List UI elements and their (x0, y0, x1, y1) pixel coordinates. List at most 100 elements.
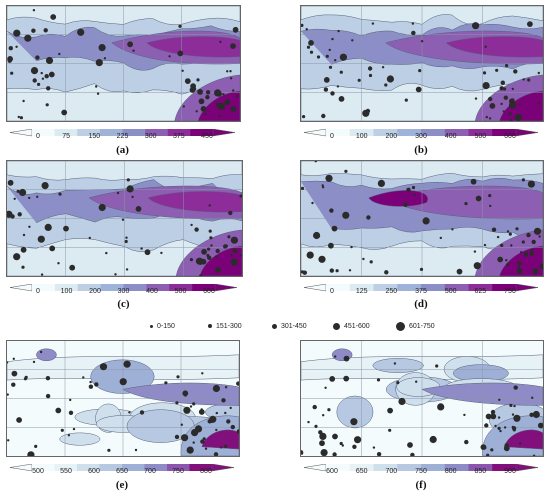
station-dot (384, 83, 388, 87)
station-dot (505, 259, 508, 262)
station-dot (321, 113, 326, 119)
station-dot (474, 97, 478, 100)
station-dot (527, 180, 535, 188)
colorbar-segment (326, 284, 351, 291)
colorbar-tick-label: 500 (174, 288, 187, 295)
station-dot (224, 99, 231, 106)
contour-blotch (59, 432, 101, 446)
station-dot (407, 442, 413, 448)
station-dot (503, 445, 510, 452)
colorbar-high-arrow (211, 463, 235, 472)
colorbar-svg (303, 283, 539, 292)
station-dot (511, 425, 514, 429)
station-dot (57, 262, 60, 265)
station-dot (204, 112, 207, 116)
station-dot (226, 70, 229, 73)
station-dot (114, 273, 117, 276)
station-dot (334, 355, 337, 358)
station-dot (413, 193, 416, 196)
station-dot (177, 50, 184, 57)
station-dot (377, 179, 385, 187)
station-dot (301, 452, 304, 455)
station-dot (32, 9, 36, 12)
station-dot (321, 184, 324, 187)
station-dot (540, 424, 543, 428)
colorbar-segment (326, 464, 351, 471)
colorbar-tick-label: 100 (355, 133, 368, 140)
station-dot (216, 102, 223, 109)
station-dot (513, 414, 521, 422)
station-dot (314, 424, 318, 428)
station-dot (186, 446, 194, 454)
colorbar-tick-label: 600 (203, 288, 215, 295)
station-dot (50, 14, 57, 20)
colorbar-segment (32, 464, 55, 471)
station-dot (28, 225, 31, 228)
station-dot (334, 59, 337, 62)
station-dot (239, 194, 242, 198)
colorbar-segment (192, 284, 216, 291)
colorbar-segment (77, 464, 100, 471)
station-dot (396, 381, 400, 385)
colorbar-segment (397, 129, 422, 136)
colorbar-tick-label: 700 (385, 468, 398, 475)
colorbar-svg (303, 463, 539, 472)
station-dot (175, 401, 179, 405)
station-dot (197, 89, 204, 95)
station-dot (126, 185, 134, 193)
colorbar-segment (468, 464, 493, 471)
station-dot (205, 95, 210, 100)
colorbar-tick-label: 300 (415, 133, 427, 140)
station-dot (372, 446, 376, 449)
station-dot (529, 251, 534, 257)
station-dot (319, 440, 325, 447)
station-dot (69, 398, 72, 402)
station-dot (180, 423, 183, 426)
legend-dot-icon (396, 321, 405, 331)
station-dot (302, 115, 306, 119)
station-dot (503, 95, 508, 100)
station-dot (388, 428, 392, 432)
station-dot (451, 228, 454, 231)
colorbar-segment (349, 129, 374, 136)
station-dot (200, 439, 205, 444)
station-dot (22, 233, 26, 237)
colorbar-tick-label: 0 (36, 133, 40, 140)
station-dot (45, 393, 51, 399)
station-dot (316, 55, 321, 59)
colorbar-segment (492, 129, 517, 136)
legend-label: 0-150 (157, 322, 175, 330)
colorbar-tick-label: 650 (355, 468, 368, 475)
station-dot (125, 236, 128, 239)
station-dot (98, 44, 106, 52)
station-dot (511, 413, 515, 416)
colorbar-svg (9, 283, 238, 292)
panel-label: (f) (415, 479, 427, 491)
station-dot (439, 236, 442, 240)
station-dot (509, 403, 513, 407)
station-dot (99, 363, 108, 371)
colorbar-segment (190, 129, 214, 136)
station-dot (218, 114, 221, 118)
station-dot (230, 106, 237, 112)
station-dot (532, 454, 536, 456)
contour-core (147, 191, 242, 213)
station-dot (128, 411, 131, 414)
colorbar (9, 459, 235, 477)
station-dot (31, 28, 36, 33)
station-dot (393, 362, 397, 365)
station-dot (387, 407, 393, 414)
station-dot (456, 268, 463, 275)
station-dot (321, 186, 325, 189)
station-dot (132, 49, 135, 52)
station-dot (39, 350, 43, 354)
station-dot (331, 37, 334, 41)
station-dot (494, 424, 497, 428)
colorbar-tick-label: 400 (146, 288, 158, 295)
station-dot (368, 73, 373, 78)
colorbar-tick-label: 900 (504, 468, 516, 475)
colorbar-segment (144, 464, 168, 471)
station-dot (490, 409, 496, 415)
colorbar-segment (122, 464, 145, 471)
station-dot (134, 448, 138, 452)
